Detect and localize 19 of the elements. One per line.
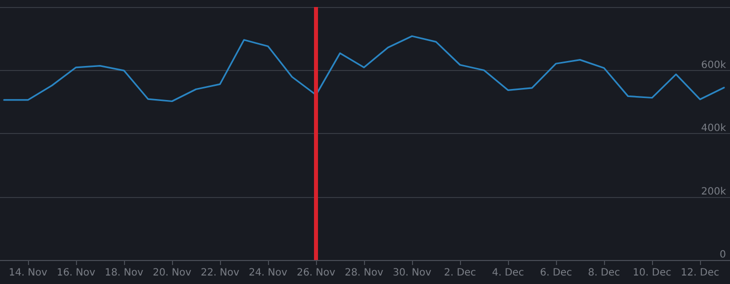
x-tick-label: 12. Dec (680, 268, 720, 278)
x-tick-label: 28. Nov (344, 268, 384, 278)
x-tick-label: 26. Nov (296, 268, 336, 278)
x-tick-label: 16. Nov (56, 268, 96, 278)
x-tick-label: 20. Nov (152, 268, 192, 278)
x-tick-label: 24. Nov (248, 268, 288, 278)
y-tick-label: 200k (701, 186, 726, 198)
x-tick-label: 2. Dec (444, 268, 476, 278)
x-tick-label: 6. Dec (540, 268, 572, 278)
x-tick-label: 14. Nov (8, 268, 48, 278)
x-tick-label: 4. Dec (492, 268, 524, 278)
x-tick-label: 8. Dec (588, 268, 620, 278)
x-tick-label: 22. Nov (200, 268, 240, 278)
x-tick-label: 10. Dec (632, 268, 672, 278)
y-tick-label: 400k (701, 123, 726, 134)
x-tick-label: 18. Nov (104, 268, 144, 278)
y-tick-label: 0 (720, 250, 726, 260)
x-tick-label: 30. Nov (392, 268, 432, 278)
y-tick-label: 600k (701, 60, 726, 71)
